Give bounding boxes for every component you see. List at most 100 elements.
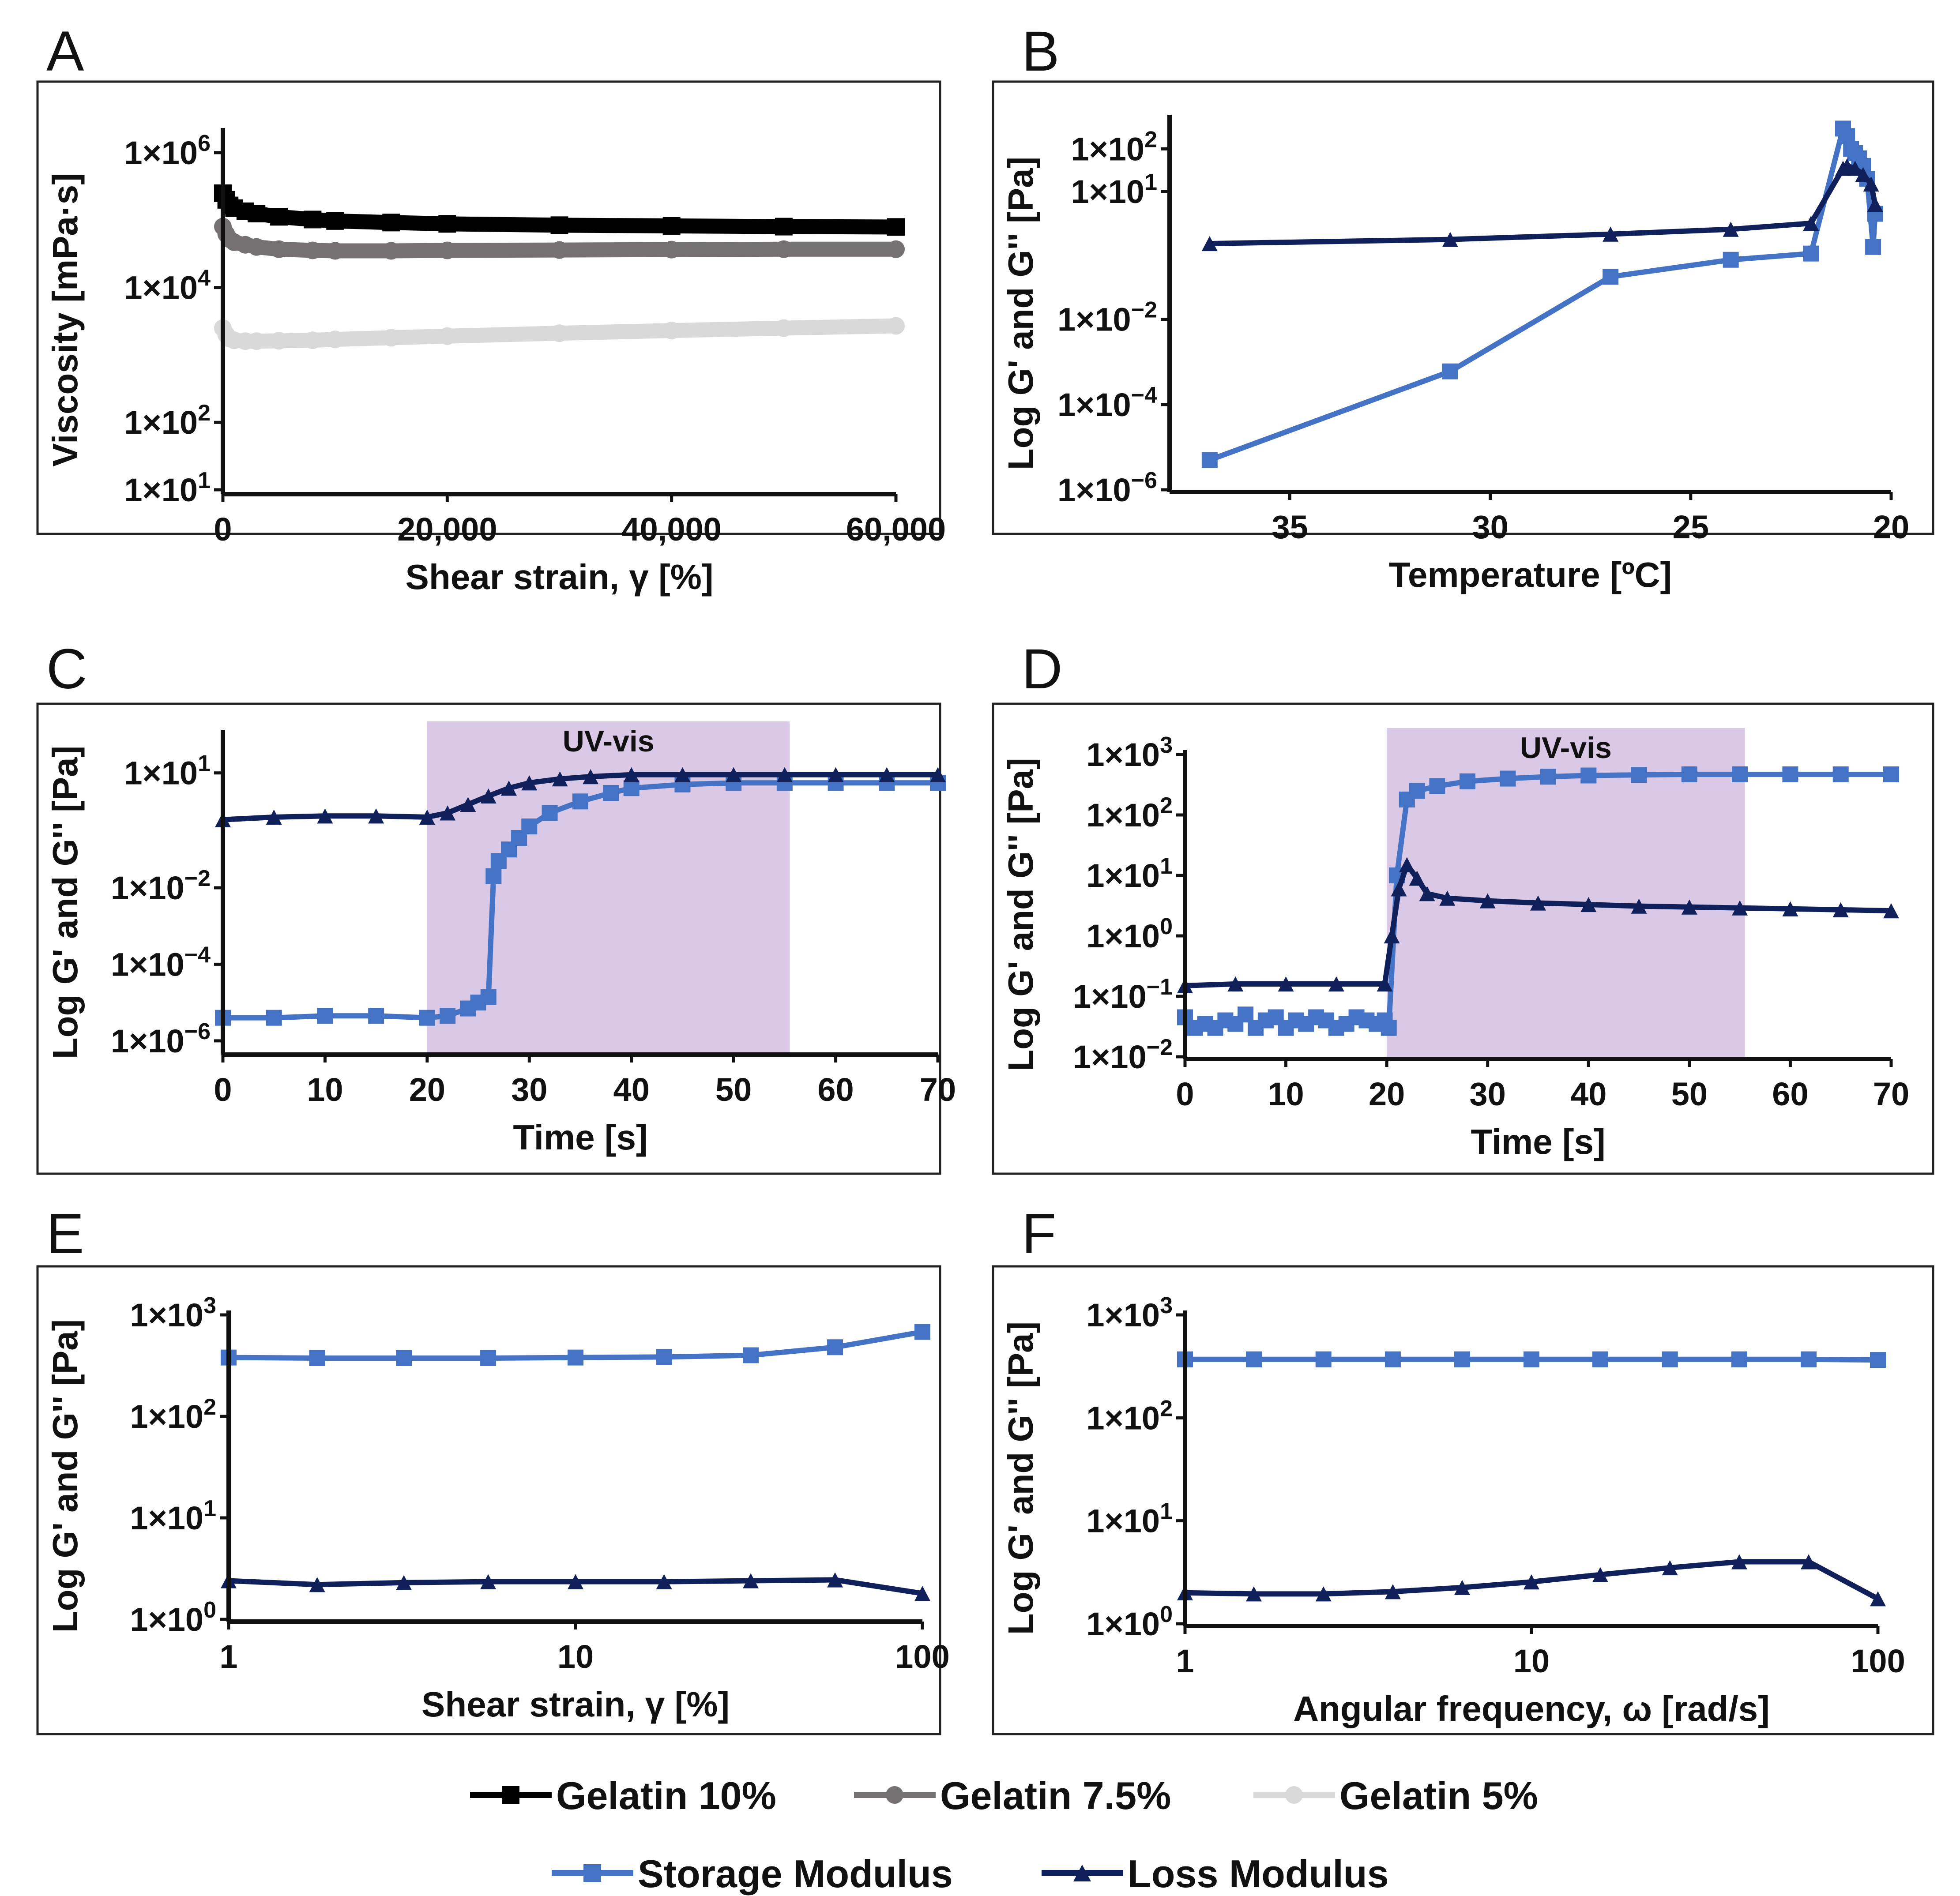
x-axis-label: Time [s] [513,1118,647,1157]
data-point [1847,161,1863,176]
data-point [1732,900,1748,916]
tick-exponent: 6 [198,131,211,156]
data-point [1524,1574,1539,1590]
data-point [623,780,640,796]
y-tick-label: 1×103 [1086,1293,1173,1333]
data-point [1603,269,1619,285]
panel-frame [36,1265,941,1735]
data-point [1782,766,1798,782]
data-point [603,785,619,801]
data-point [382,242,400,260]
legend-item: Loss Modulus [1042,1852,1389,1896]
data-point [480,1350,497,1366]
y-axis-label: Log G' and G'' [Pa] [45,1319,85,1633]
x-tick-label: 40,000 [621,511,721,548]
data-point [887,240,905,258]
data-point [1723,252,1739,268]
data-point [438,327,456,345]
x-tick-label: 20 [1369,1076,1405,1112]
data-point [1883,903,1899,919]
x-tick-label: 20 [1873,509,1909,545]
y-tick-label: 1×101 [1086,1499,1173,1539]
data-point [521,818,538,834]
legend-label: Gelatin 10% [556,1774,776,1817]
data-point [1381,1020,1397,1036]
data-point [776,767,793,782]
data-point [270,240,288,258]
data-point [662,217,681,235]
legend-item: Gelatin 10% [470,1774,776,1817]
tick-base: 1×10 [1086,797,1160,833]
data-point [1454,1580,1471,1595]
y-tick-label: 1×10−4 [1057,383,1157,423]
x-tick-label: 50 [1671,1076,1708,1112]
data-point [550,241,568,259]
data-point [1377,976,1393,992]
data-point [568,1574,583,1589]
data-point [270,332,288,350]
tick-exponent: 1 [1144,169,1157,195]
data-point [1328,976,1344,992]
tick-exponent: 0 [203,1597,216,1623]
data-point [419,1010,435,1026]
data-point [1245,1351,1262,1367]
series-storage-modulus [221,1324,930,1366]
tick-base: 1×10 [130,1500,203,1536]
data-point [674,767,691,782]
x-tick-label: 1 [219,1638,237,1675]
legend-item: Storage Modulus [552,1852,953,1896]
series-gelatin-7-5- [214,218,905,260]
data-point [317,1008,333,1024]
tick-base: 1×10 [1057,472,1131,508]
tick-exponent: 4 [198,266,211,291]
data-point [521,775,538,791]
series-line [1182,862,1894,988]
y-tick-label: 1×106 [124,131,211,171]
data-point [1867,197,1883,212]
data-point [1429,778,1445,794]
data-point [775,319,793,337]
tick-base: 1×10 [124,472,198,508]
tick-base: 1×10 [130,1297,203,1333]
tick-exponent: 0 [1160,914,1173,939]
tick-exponent: −6 [1131,468,1157,493]
data-point [887,317,905,335]
data-point [304,331,322,349]
panel-letter: E [46,1202,84,1265]
y-tick-label: 1×103 [1086,732,1173,773]
data-point [396,1350,412,1366]
x-tick-label: 60 [1772,1076,1808,1112]
panel-letter: B [1022,20,1059,83]
data-point [1681,899,1697,915]
data-point [1540,769,1556,785]
uv-vis-label: UV-vis [563,725,655,758]
x-tick-label: 35 [1272,509,1308,545]
y-axis-label: Log G' and G'' [Pa] [1001,157,1040,470]
tick-base: 1×10 [124,270,198,306]
data-point [775,218,793,236]
data-point [623,767,640,782]
data-point [1803,215,1819,231]
panel-frame [992,80,1934,535]
data-point [1782,901,1798,916]
data-point [1409,783,1425,799]
x-tick-label: 30 [1470,1076,1506,1112]
x-axis-label: Shear strain, γ [%] [405,557,713,597]
data-point [1399,857,1415,872]
series-loss-modulus [1177,857,1899,993]
data-point [914,1324,930,1340]
data-point [1855,167,1871,182]
legend-label: Gelatin 5% [1339,1774,1538,1817]
tick-exponent: 2 [203,1394,216,1420]
y-tick-label: 1×101 [124,468,211,508]
data-point [480,1574,497,1589]
y-tick-label: 1×101 [1086,853,1173,894]
tick-exponent: 3 [203,1293,216,1318]
panel-letter: F [1022,1202,1056,1265]
y-tick-label: 1×10−6 [111,1019,211,1059]
x-axis-label: Angular frequency, ω [rad/s] [1293,1689,1770,1728]
data-point [438,241,456,259]
legend-label: Gelatin 7.5% [940,1774,1171,1817]
tick-base: 1×10 [111,946,184,983]
